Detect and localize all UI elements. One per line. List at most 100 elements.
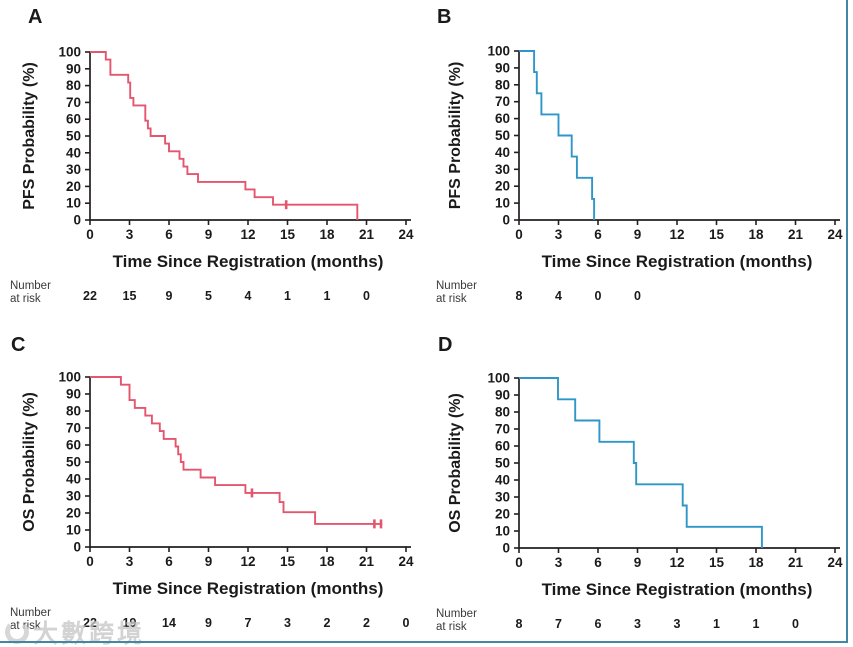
y-tick-label: 70	[495, 94, 510, 109]
y-tick-label: 20	[495, 507, 510, 522]
y-tick-label: 80	[66, 78, 81, 93]
frame-border-right	[846, 0, 848, 643]
y-tick-label: 40	[495, 473, 510, 488]
risk-count: 5	[205, 289, 212, 303]
risk-count: 3	[284, 616, 291, 630]
risk-header-line2: at risk	[10, 293, 41, 305]
y-axis-title: PFS Probability (%)	[447, 62, 464, 210]
x-tick-label: 9	[634, 227, 642, 242]
risk-count: 4	[245, 289, 252, 303]
x-tick-label: 24	[827, 227, 843, 242]
x-tick-label: 15	[709, 227, 725, 242]
x-tick-label: 15	[280, 227, 296, 242]
x-tick-label: 21	[359, 227, 375, 242]
risk-count: 3	[674, 617, 681, 631]
y-tick-label: 80	[495, 405, 510, 420]
risk-count: 22	[83, 289, 97, 303]
x-tick-label: 18	[319, 227, 335, 242]
panel-letter-a: A	[28, 6, 43, 28]
x-tick-label: 18	[748, 227, 764, 242]
risk-count: 19	[123, 616, 137, 630]
y-tick-label: 60	[66, 438, 81, 453]
y-tick-label: 0	[502, 541, 510, 556]
x-tick-label: 6	[165, 227, 173, 242]
y-tick-label: 0	[502, 213, 510, 228]
x-axis-title: Time Since Registration (months)	[542, 580, 813, 599]
survival-curve	[519, 50, 596, 220]
survival-curve	[519, 377, 763, 548]
risk-count: 22	[83, 616, 97, 630]
x-tick-label: 6	[594, 227, 602, 242]
panel-c: C 0 10 20 30 40 50 60 70 80 90 100 0 3 6 9 12 15 18 21 24 OS…	[0, 320, 426, 647]
risk-count: 9	[166, 289, 173, 303]
panel-b: B 0 10 20 30 40 50 60 70 80 90 100 0 3 6 9 12 15 18 21 24 PF…	[426, 0, 853, 320]
y-tick-label: 30	[66, 162, 81, 177]
y-tick-label: 50	[66, 129, 81, 144]
risk-count: 14	[162, 616, 176, 630]
risk-header-line2: at risk	[436, 293, 467, 305]
x-tick-label: 9	[205, 554, 213, 569]
x-tick-label: 12	[240, 227, 255, 242]
risk-count: 0	[792, 617, 799, 631]
risk-count: 6	[595, 617, 602, 631]
x-tick-label: 3	[555, 227, 563, 242]
y-tick-label: 0	[73, 540, 81, 555]
y-tick-label: 100	[487, 371, 510, 386]
x-tick-label: 21	[359, 554, 375, 569]
x-tick-label: 18	[319, 554, 335, 569]
survival-curve	[90, 51, 359, 220]
risk-count: 2	[363, 616, 370, 630]
y-tick-label: 20	[66, 506, 81, 521]
risk-count: 3	[634, 617, 641, 631]
x-tick-label: 0	[515, 227, 523, 242]
panel-letter-b: B	[437, 6, 452, 28]
risk-count: 1	[284, 289, 291, 303]
x-tick-label: 21	[788, 227, 804, 242]
x-tick-label: 18	[748, 555, 764, 570]
y-tick-label: 10	[66, 523, 81, 538]
x-tick-label: 3	[126, 227, 134, 242]
y-tick-label: 20	[495, 179, 510, 194]
x-axis-title: Time Since Registration (months)	[542, 252, 813, 271]
x-tick-label: 0	[515, 555, 523, 570]
y-tick-label: 50	[495, 456, 510, 471]
y-tick-label: 30	[66, 489, 81, 504]
x-tick-label: 9	[634, 555, 642, 570]
y-tick-label: 90	[66, 387, 81, 402]
panel-letter-d: D	[438, 334, 453, 356]
y-tick-label: 20	[66, 179, 81, 194]
risk-count: 7	[555, 617, 562, 631]
risk-count: 9	[205, 616, 212, 630]
x-tick-label: 12	[240, 554, 255, 569]
y-axis-title: OS Probability (%)	[21, 392, 38, 532]
x-tick-label: 6	[165, 554, 173, 569]
panel-a: A 0 10 20 30 40 50 60 70 80 90 100 0 3 6 9 12 15 18 21 24 PF…	[0, 0, 426, 320]
y-tick-label: 60	[495, 111, 510, 126]
x-axis-title: Time Since Registration (months)	[113, 579, 384, 598]
risk-header-line2: at risk	[436, 621, 467, 633]
risk-count: 15	[123, 289, 137, 303]
risk-count: 2	[324, 616, 331, 630]
risk-count: 0	[634, 289, 641, 303]
y-axis-title: PFS Probability (%)	[21, 62, 38, 210]
y-tick-label: 40	[66, 472, 81, 487]
y-tick-label: 90	[66, 61, 81, 76]
y-tick-label: 90	[495, 60, 510, 75]
x-tick-label: 0	[86, 227, 94, 242]
y-tick-label: 70	[66, 95, 81, 110]
y-tick-label: 30	[495, 490, 510, 505]
risk-count: 8	[516, 617, 523, 631]
risk-count: 1	[753, 617, 760, 631]
risk-count: 4	[555, 289, 562, 303]
y-tick-label: 100	[487, 44, 510, 59]
risk-count: 1	[324, 289, 331, 303]
y-tick-label: 50	[66, 455, 81, 470]
risk-count: 1	[713, 617, 720, 631]
x-tick-label: 24	[398, 554, 414, 569]
risk-count: 7	[245, 616, 252, 630]
y-tick-label: 40	[66, 145, 81, 160]
